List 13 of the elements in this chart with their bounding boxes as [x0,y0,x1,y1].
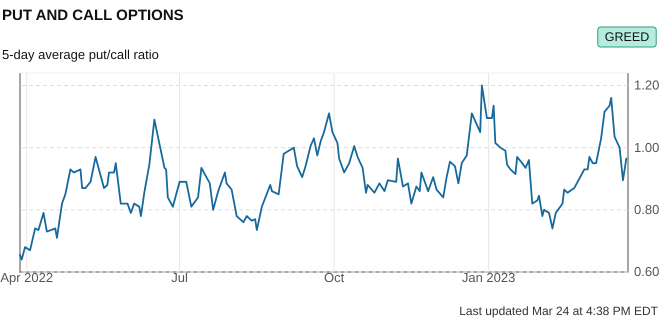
y-tick-label: 1.20 [634,78,660,93]
y-tick-label: 1.00 [634,140,660,155]
chart-subtitle: 5-day average put/call ratio [2,47,159,62]
x-tick-label: Jul [171,270,188,285]
text: Last updated Mar 24 at 4:38 PM EDT [459,304,659,318]
y-tick-label: 0.80 [634,202,660,217]
y-tick-label: 0.60 [634,264,660,280]
text: GREED [604,30,650,44]
x-tick-label: Apr 2022 [0,270,54,285]
chart-title: PUT AND CALL OPTIONS [2,7,184,24]
x-tick-label: Oct [324,270,345,285]
line-series [19,84,628,260]
x-tick-label: Jan 2023 [462,270,516,285]
